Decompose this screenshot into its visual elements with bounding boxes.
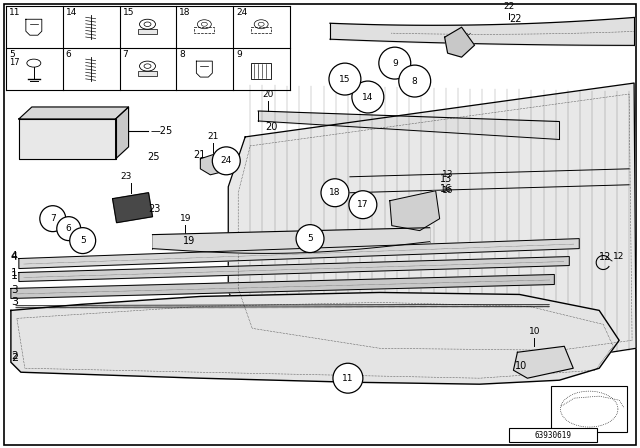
Circle shape	[321, 179, 349, 207]
Text: 14: 14	[362, 93, 374, 102]
Circle shape	[57, 217, 81, 241]
Text: 14: 14	[66, 8, 77, 17]
Text: 9: 9	[392, 59, 397, 68]
Polygon shape	[19, 239, 579, 268]
Polygon shape	[200, 153, 227, 175]
Text: 24: 24	[221, 156, 232, 165]
Text: 24: 24	[236, 8, 248, 17]
Circle shape	[40, 206, 66, 232]
Polygon shape	[19, 119, 116, 159]
Text: 12: 12	[599, 252, 612, 262]
Polygon shape	[19, 107, 129, 119]
Text: 11: 11	[342, 374, 354, 383]
Text: 19: 19	[184, 236, 196, 246]
Text: 15: 15	[123, 8, 134, 17]
Text: 5: 5	[80, 236, 86, 245]
FancyBboxPatch shape	[138, 29, 157, 34]
Text: 1: 1	[11, 267, 17, 277]
FancyBboxPatch shape	[252, 27, 271, 33]
Text: 22: 22	[509, 14, 522, 24]
Text: 4: 4	[11, 252, 18, 262]
Circle shape	[329, 63, 361, 95]
Text: 8: 8	[179, 50, 185, 59]
Text: —25: —25	[150, 126, 173, 136]
Text: 4: 4	[11, 250, 17, 261]
Circle shape	[352, 81, 384, 113]
Text: 21: 21	[207, 132, 219, 141]
Text: 18: 18	[179, 8, 191, 17]
Polygon shape	[228, 83, 636, 360]
Polygon shape	[116, 107, 129, 159]
Circle shape	[379, 47, 411, 79]
Text: 2: 2	[11, 353, 18, 363]
Circle shape	[349, 191, 377, 219]
Text: 20: 20	[265, 122, 278, 132]
Text: 7: 7	[123, 50, 129, 59]
Polygon shape	[11, 275, 554, 298]
Polygon shape	[390, 191, 440, 231]
Text: 11: 11	[9, 8, 20, 17]
Text: 13: 13	[442, 170, 453, 179]
Text: 12: 12	[613, 252, 625, 261]
Text: 18: 18	[329, 188, 340, 197]
Text: 3: 3	[11, 297, 18, 307]
Text: 17: 17	[357, 200, 369, 209]
Text: 3: 3	[11, 285, 17, 296]
Text: 19: 19	[180, 214, 191, 223]
Circle shape	[296, 224, 324, 253]
Circle shape	[333, 363, 363, 393]
Text: 63930619: 63930619	[535, 431, 572, 439]
FancyBboxPatch shape	[195, 27, 214, 33]
Text: 16: 16	[442, 186, 453, 195]
Text: 20: 20	[262, 90, 274, 99]
Text: 17: 17	[9, 58, 20, 67]
Text: 23: 23	[148, 204, 161, 214]
Text: 2: 2	[11, 351, 17, 361]
Text: 25: 25	[147, 152, 160, 162]
Text: 9: 9	[236, 50, 242, 59]
Text: 21: 21	[193, 150, 205, 160]
Text: 6: 6	[66, 224, 72, 233]
Text: 1: 1	[11, 271, 18, 281]
Text: 22: 22	[504, 2, 515, 11]
Polygon shape	[445, 27, 474, 57]
Circle shape	[212, 147, 240, 175]
Circle shape	[70, 228, 95, 254]
Text: 10: 10	[529, 327, 540, 336]
Text: 8: 8	[412, 77, 417, 86]
Text: 15: 15	[339, 74, 351, 84]
Circle shape	[399, 65, 431, 97]
Polygon shape	[19, 257, 569, 281]
Polygon shape	[11, 293, 619, 384]
Text: 16: 16	[440, 184, 452, 194]
Text: 7: 7	[50, 214, 56, 223]
FancyBboxPatch shape	[252, 63, 271, 79]
Text: 10: 10	[515, 361, 528, 371]
Text: 6: 6	[66, 50, 72, 59]
Text: 13: 13	[440, 174, 452, 184]
Text: 5: 5	[307, 234, 313, 243]
Polygon shape	[113, 193, 152, 223]
Text: 5: 5	[9, 50, 15, 59]
Bar	[509, 428, 597, 442]
Bar	[551, 386, 627, 432]
Text: 23: 23	[120, 172, 131, 181]
Polygon shape	[513, 346, 573, 378]
FancyBboxPatch shape	[138, 71, 157, 76]
